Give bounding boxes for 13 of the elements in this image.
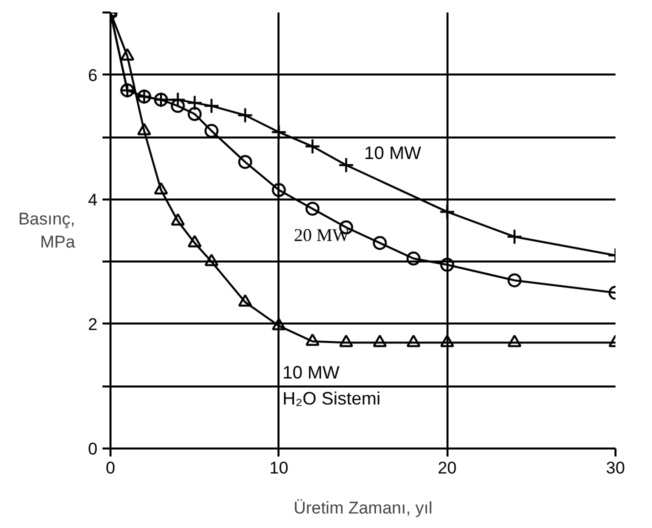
- x-tick-label: 30: [606, 458, 625, 478]
- y-tick-label: 4: [88, 190, 98, 210]
- x-axis-title: Üretim Zamanı, yıl: [294, 498, 432, 518]
- series-label: 10 MW: [364, 143, 422, 164]
- x-tick-label: 0: [106, 458, 116, 478]
- y-tick-label: 0: [88, 440, 98, 458]
- y-axis-title: Basınç, MPa: [18, 210, 76, 252]
- series-label: 10 MW H₂O Sistemi: [282, 362, 380, 408]
- x-tick-label: 20: [438, 458, 457, 478]
- series-label: 20 MW: [294, 225, 350, 246]
- x-tick-label: 10: [269, 458, 288, 478]
- y-tick-label: 2: [88, 314, 98, 334]
- y-tick-label: 6: [88, 66, 98, 85]
